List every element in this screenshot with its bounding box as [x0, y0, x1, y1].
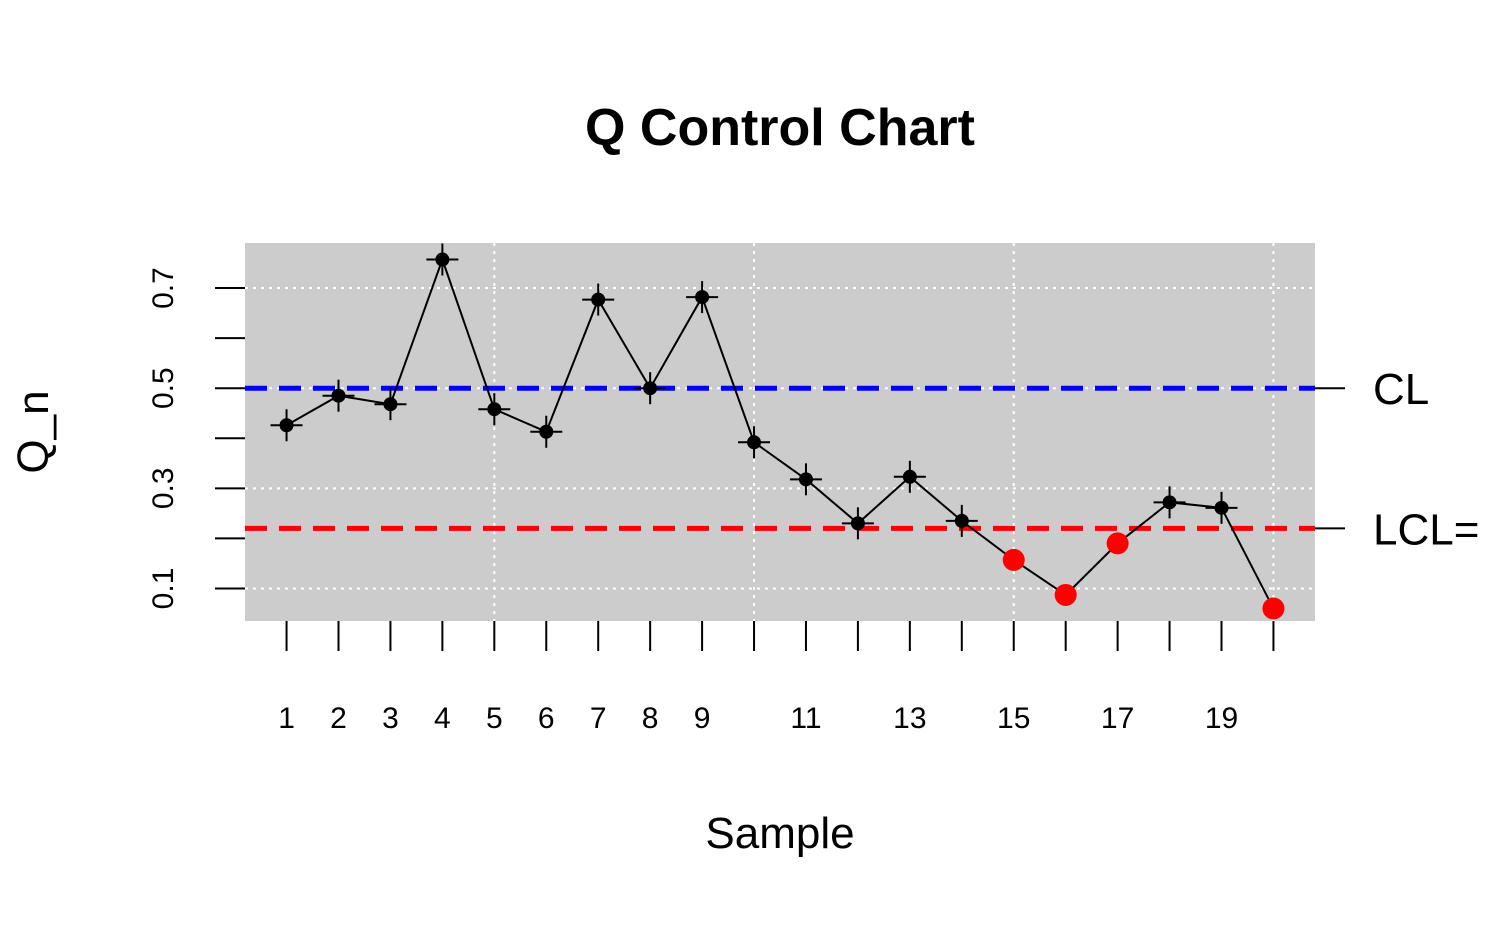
- data-point: [270, 409, 303, 442]
- x-tick-label: 11: [790, 702, 821, 735]
- y-tick-label: 0.7: [147, 267, 180, 309]
- data-point: [686, 281, 719, 314]
- out-of-control-point: [1002, 548, 1025, 571]
- y-axis-label: Q_n: [9, 390, 58, 473]
- x-tick-label: 4: [434, 702, 451, 735]
- x-tick-label: 13: [893, 702, 926, 735]
- x-tick-label: 19: [1205, 702, 1238, 735]
- x-tick-label: 9: [694, 702, 711, 735]
- data-point: [893, 460, 926, 493]
- x-tick-label: 5: [486, 702, 503, 735]
- y-tick-label: 0.5: [147, 367, 180, 409]
- x-axis-label: Sample: [705, 809, 854, 858]
- data-point: [738, 426, 771, 459]
- data-point: [789, 463, 822, 496]
- x-tick-label: 15: [997, 702, 1030, 735]
- data-point: [582, 283, 615, 316]
- y-axis: 0.1 0.3 0.5 0.7: [147, 267, 245, 609]
- chart-title: Q Control Chart: [585, 99, 975, 157]
- plot-panel: [245, 243, 1315, 621]
- data-point: [426, 243, 459, 276]
- reference-label: CL: [1373, 365, 1429, 414]
- data-point: [478, 393, 511, 426]
- x-tick-label: 3: [382, 702, 399, 735]
- out-of-control-point: [1262, 597, 1285, 620]
- data-point: [945, 504, 978, 537]
- x-tick-label: 7: [590, 702, 607, 735]
- y-tick-label: 0.3: [147, 467, 180, 509]
- data-point: [634, 372, 667, 405]
- data-point: [1153, 486, 1186, 519]
- x-tick-label: 1: [278, 702, 295, 735]
- x-axis: 1 2 3 4 5 6 7 8 9 11 13 15 17 19: [278, 621, 1275, 735]
- out-of-control-point: [1054, 583, 1077, 606]
- x-tick-label: 2: [330, 702, 347, 735]
- x-tick-label: 8: [642, 702, 659, 735]
- y-tick-label: 0.1: [147, 568, 180, 610]
- series-line: [286, 256, 1275, 609]
- data-point: [530, 415, 563, 448]
- out-of-control-point: [1106, 532, 1129, 555]
- data-point: [1205, 491, 1238, 524]
- data-series: [270, 243, 1285, 620]
- data-point: [322, 379, 355, 412]
- data-point: [374, 388, 407, 421]
- data-point: [841, 507, 874, 540]
- x-tick-label: 17: [1101, 702, 1134, 735]
- x-tick-label: 6: [538, 702, 555, 735]
- reference-label: LCL=: [1373, 505, 1479, 554]
